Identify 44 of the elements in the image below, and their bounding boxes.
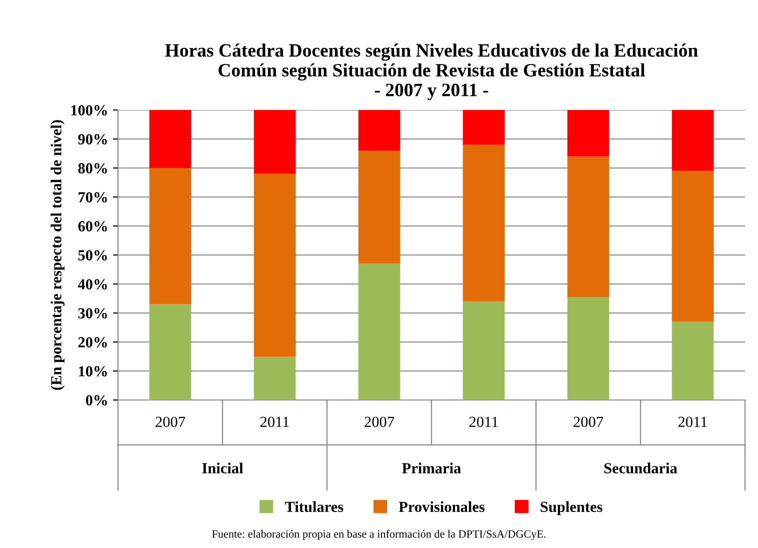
- y-tick-label: 60%: [78, 221, 107, 232]
- y-tick-label: 30%: [78, 308, 107, 318]
- y-tick-label: 100%: [71, 105, 107, 116]
- y-tick-label: 80%: [78, 163, 107, 174]
- bar: [254, 110, 296, 174]
- x-tick-label: 2011: [469, 416, 498, 428]
- bar: [462, 144, 505, 302]
- bar: [672, 170, 714, 322]
- y-tick-label: 50%: [78, 250, 107, 260]
- bar: [462, 301, 505, 400]
- x-tick-label: 2011: [260, 416, 289, 428]
- bar: [358, 110, 400, 151]
- x-tick-label: 2007: [156, 416, 186, 428]
- text: Inicial: [202, 462, 244, 474]
- y-tick-label: 40%: [78, 279, 107, 290]
- text: Secundaria: [604, 462, 678, 474]
- source-note: Fuente: elaboración propia en base a información de la DPTI/SsA/DGCyE.: [212, 530, 546, 540]
- bar: [358, 150, 400, 264]
- legend-label: Provisionales: [398, 501, 485, 512]
- bar: [567, 110, 610, 156]
- bar: [254, 174, 296, 356]
- legend-label: Titulares: [284, 501, 344, 512]
- x-tick-label: 2007: [364, 416, 394, 428]
- bar: [149, 304, 192, 400]
- legend-label: Suplentes: [540, 501, 602, 516]
- bar: [567, 156, 610, 298]
- y-tick-label: 20%: [78, 337, 107, 348]
- text: Primaria: [402, 462, 461, 474]
- y-axis-title: (En porcentaje respecto del total de nivel): [50, 120, 65, 390]
- bar: [254, 356, 296, 400]
- bar: [567, 297, 610, 400]
- bar: [462, 110, 505, 145]
- y-tick-label: 0%: [86, 395, 107, 406]
- bar: [672, 110, 714, 171]
- x-tick-label: 2011: [678, 416, 707, 428]
- y-tick-label: 10%: [78, 366, 107, 376]
- chart-title: Horas Cátedra Docentes según Niveles Educativos de la Educación Común según Situación de Revista de Gestión Estatal - 2007 y 2011 -: [165, 44, 698, 100]
- y-tick-label: 90%: [78, 134, 107, 144]
- bar: [149, 110, 192, 168]
- bar: [149, 168, 192, 304]
- bar: [358, 264, 400, 400]
- y-tick-label: 70%: [78, 192, 107, 202]
- x-tick-label: 2007: [574, 416, 604, 428]
- bar: [672, 322, 714, 400]
